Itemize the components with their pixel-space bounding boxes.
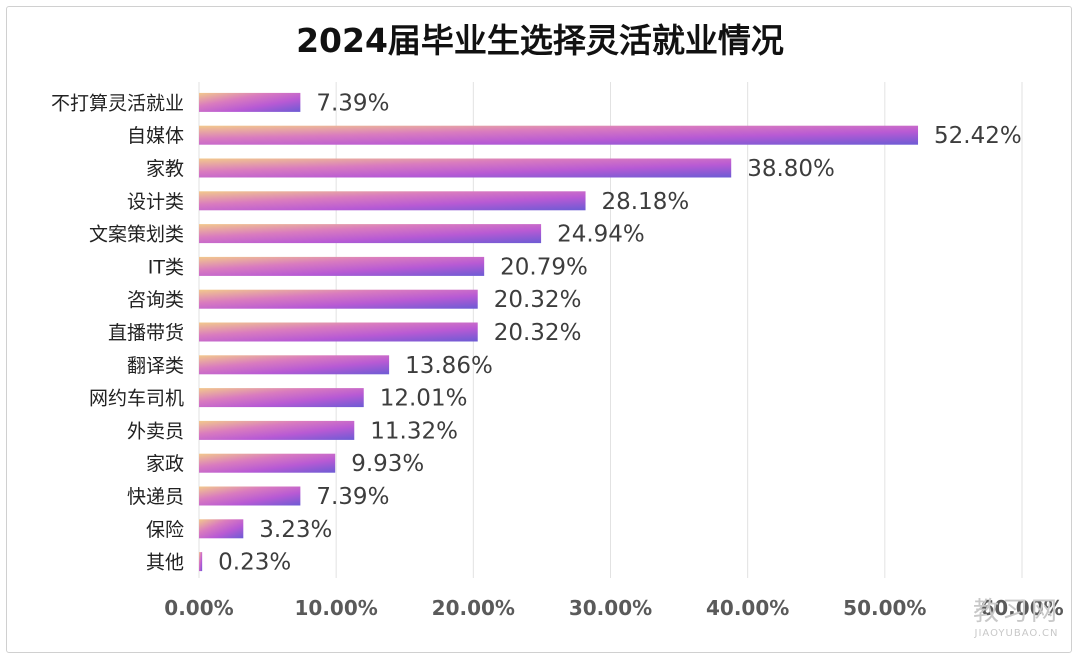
bar <box>199 158 732 178</box>
x-tick-label: 20.00% <box>432 596 515 620</box>
bar <box>199 224 542 244</box>
category-label: 保险 <box>146 519 184 541</box>
category-label: 外卖员 <box>127 420 184 442</box>
labels: 不打算灵活就业 7.39% 自媒体 52.42% 家教 38.80% 设计类 28.18% 文案… <box>51 90 1022 575</box>
data-label: 7.39% <box>316 90 389 116</box>
bar <box>199 191 586 211</box>
data-label: 12.01% <box>380 386 468 412</box>
data-label: 20.79% <box>500 254 588 280</box>
x-tick-label: 40.00% <box>706 596 789 620</box>
x-axis-ticks: 0.00% 10.00% 20.00% 30.00% 40.00% 50.00% 60.00… <box>164 596 1063 620</box>
category-label: 文案策划类 <box>89 224 184 246</box>
bar <box>199 125 919 145</box>
data-label: 7.39% <box>316 484 389 510</box>
chart-frame <box>6 6 1072 653</box>
watermark-sub: JIAOYUBAO.CN <box>974 628 1059 639</box>
data-label: 11.32% <box>370 418 458 444</box>
bar <box>199 420 355 440</box>
category-label: 翻译类 <box>127 355 184 377</box>
category-label: 咨询类 <box>127 289 184 311</box>
bar <box>199 322 478 342</box>
x-tick-label: 60.00% <box>980 596 1063 620</box>
data-label: 24.94% <box>557 222 645 248</box>
category-label: 不打算灵活就业 <box>51 92 184 114</box>
category-label: 网约车司机 <box>89 388 184 410</box>
data-label: 52.42% <box>934 123 1022 149</box>
data-label: 3.23% <box>259 517 332 543</box>
bar <box>199 519 244 539</box>
category-label: 自媒体 <box>127 125 184 147</box>
category-label: 家教 <box>146 158 184 180</box>
data-label: 20.32% <box>494 287 582 313</box>
data-label: 9.93% <box>351 451 424 477</box>
data-label: 28.18% <box>602 189 690 215</box>
x-tick-label: 50.00% <box>843 596 926 620</box>
category-label: 家政 <box>146 453 184 475</box>
bar <box>199 552 203 572</box>
bar <box>199 355 390 375</box>
bar <box>199 92 301 112</box>
bar <box>199 388 364 408</box>
category-label: IT类 <box>148 256 184 278</box>
bar <box>199 289 478 309</box>
category-label: 其他 <box>146 552 184 574</box>
data-label: 38.80% <box>747 156 835 182</box>
category-label: 设计类 <box>127 191 184 213</box>
category-label: 快递员 <box>127 486 184 508</box>
watermark-main: 教习网 <box>972 597 1060 627</box>
bar <box>199 486 301 506</box>
data-label: 20.32% <box>494 320 582 346</box>
bar <box>199 453 336 473</box>
category-label: 直播带货 <box>108 322 184 344</box>
data-label: 0.23% <box>218 550 291 576</box>
x-tick-label: 10.00% <box>295 596 378 620</box>
data-label: 13.86% <box>405 353 493 379</box>
bars <box>199 92 919 572</box>
x-tick-label: 30.00% <box>569 596 652 620</box>
bar <box>199 256 485 276</box>
chart-title: 2024届毕业生选择灵活就业情况 <box>296 21 784 60</box>
watermark: 教习网 JIAOYUBAO.CN <box>973 591 1060 639</box>
x-tick-label: 0.00% <box>164 596 233 620</box>
